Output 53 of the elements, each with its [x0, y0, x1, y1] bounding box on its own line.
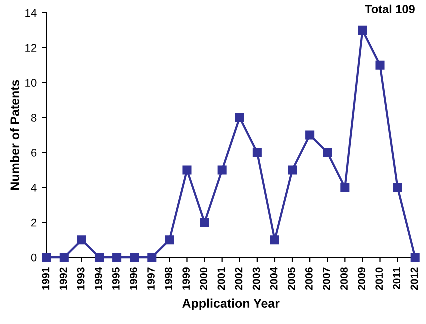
x-tick-label: 1997	[148, 268, 155, 290]
x-tick-label: 2004	[270, 267, 278, 290]
y-tick-label: 4	[31, 184, 37, 192]
point	[112, 253, 122, 262]
annotation: Total 109	[365, 4, 415, 14]
x-tick-label: 1995	[112, 268, 120, 290]
x-tick-label: 1993	[77, 268, 85, 290]
y-tick-label: 10	[26, 79, 37, 87]
x-tick-label: 2000	[200, 268, 208, 290]
point	[358, 26, 368, 35]
x-axis-title: Application Year	[182, 298, 280, 310]
point	[130, 253, 140, 262]
x-tick-label: 2005	[288, 268, 296, 290]
point	[182, 166, 192, 175]
x-tick-label: 2010	[376, 268, 384, 290]
point	[165, 236, 174, 245]
x-tick-label: 2003	[252, 268, 260, 290]
point	[218, 166, 227, 175]
x-tick-label: 2012	[410, 268, 418, 290]
point	[323, 148, 332, 158]
x-tick-label: 1999	[182, 268, 190, 290]
x-tick-label: 1991	[42, 268, 50, 290]
point	[252, 148, 262, 158]
x-tick-label: 2007	[323, 268, 330, 290]
x-tick-label: 2011	[393, 268, 401, 290]
x-tick-label: 2008	[340, 268, 348, 290]
y-tick-label: 6	[32, 149, 37, 157]
x-tick-label: 1994	[94, 267, 102, 290]
y-tick-label: 0	[31, 254, 37, 262]
point	[270, 236, 280, 245]
x-tick-label: 1998	[165, 268, 172, 290]
point	[60, 253, 69, 262]
y-tick-label: 12	[26, 44, 37, 52]
point	[288, 166, 298, 175]
point	[306, 130, 315, 140]
point	[340, 183, 350, 192]
x-tick-label: 1996	[130, 268, 138, 290]
x-tick-label: 2002	[235, 268, 243, 290]
point	[393, 183, 402, 192]
point	[77, 236, 86, 245]
y-tick-label: 2	[32, 218, 37, 227]
point	[200, 218, 210, 228]
point	[148, 253, 157, 262]
y-axis-title: Number of Patents	[10, 80, 20, 190]
point	[376, 60, 385, 70]
x-tick-label: 1992	[60, 268, 68, 290]
point	[235, 113, 244, 122]
x-tick-label: 2009	[358, 268, 366, 290]
y-tick-label: 8	[31, 114, 37, 122]
point	[94, 253, 104, 262]
x-tick-label: 2006	[305, 268, 313, 290]
x-tick-label: 2001	[218, 268, 226, 290]
y-tick-label: 14	[26, 9, 37, 17]
